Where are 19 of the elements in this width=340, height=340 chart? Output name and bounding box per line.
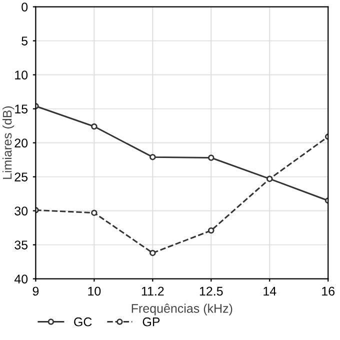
y-tick-label: 25 [14,172,28,182]
y-tick-label: 40 [14,274,28,284]
y-axis-title: Limiares (dB) [2,106,14,179]
x-axis-title: Frequências (kHz) [132,304,232,316]
y-tick-label: 0 [22,2,28,12]
y-tick-label: 15 [15,104,28,114]
x-tick-label: 9 [32,286,39,296]
x-tick-label: 12.5 [200,286,223,296]
x-tick-label: 14 [264,286,276,296]
legend-label: GC [74,317,92,326]
y-tick-label: 20 [14,138,28,148]
y-tick-label: 30 [14,206,28,216]
y-tick-label: 10 [15,70,28,80]
y-tick-label: 35 [14,240,28,250]
x-tick-label: 10 [88,286,101,296]
x-tick-label: 11.2 [142,286,164,296]
y-tick-label: 5 [22,36,28,46]
legend-label: GP [142,317,160,326]
x-tick-label: 16 [322,286,335,296]
